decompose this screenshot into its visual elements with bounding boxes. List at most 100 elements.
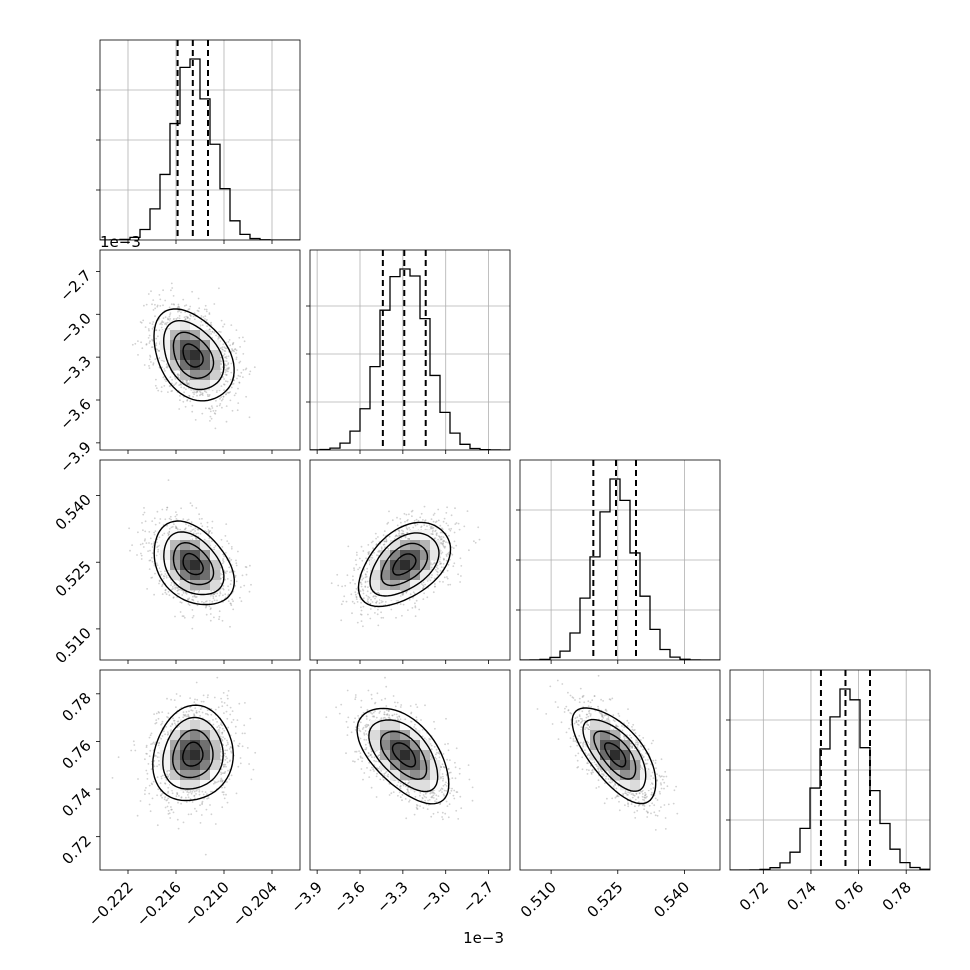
scatter-point — [159, 518, 162, 520]
scatter-point — [360, 606, 362, 609]
scatter-point — [396, 535, 399, 537]
density-cell — [200, 540, 211, 551]
scatter-point — [172, 303, 175, 305]
scatter-point — [229, 378, 232, 381]
scatter-point — [195, 793, 197, 795]
scatter-point — [164, 591, 167, 594]
density-cell — [370, 580, 381, 591]
scatter-point — [218, 336, 221, 339]
scatter-point — [166, 506, 169, 509]
scatter-point — [223, 378, 226, 380]
scatter-point — [436, 573, 439, 576]
scatter-point — [160, 390, 163, 393]
scatter-point — [194, 527, 197, 529]
scatter-point — [377, 591, 379, 594]
density-cell — [190, 580, 201, 591]
scatter-point — [230, 571, 233, 573]
scatter-point — [189, 697, 192, 699]
scatter-point — [167, 318, 170, 321]
scatter-point — [407, 609, 409, 611]
scatter-point — [369, 602, 372, 605]
scatter-point — [347, 545, 350, 548]
scatter-point — [191, 504, 194, 507]
scatter-point — [176, 589, 179, 592]
density-cell — [170, 360, 181, 371]
density-cell — [410, 570, 421, 581]
scatter-point — [213, 546, 216, 549]
scatter-point — [330, 582, 333, 585]
scatter-point — [230, 371, 233, 374]
scatter-point — [457, 573, 459, 576]
scatter-point — [207, 395, 209, 397]
scatter-point — [226, 570, 228, 573]
density-cell — [190, 560, 201, 571]
scatter-point — [360, 620, 363, 622]
scatter-point — [155, 554, 158, 557]
scatter-point — [153, 564, 156, 567]
scatter-point — [239, 757, 242, 759]
scatter-point — [401, 594, 404, 596]
scatter-point — [442, 542, 444, 544]
scatter-point — [432, 520, 435, 523]
scatter-point — [253, 366, 256, 369]
scatter-point — [171, 287, 174, 289]
scatter-point — [442, 558, 445, 561]
scatter-point — [178, 315, 181, 317]
density-cell — [170, 540, 181, 551]
scatter-point — [184, 591, 187, 594]
scatter-point — [237, 745, 240, 748]
density-cell — [170, 320, 181, 331]
scatter-point — [387, 521, 390, 524]
scatter-point — [214, 427, 217, 430]
scatter-point — [455, 544, 458, 547]
scatter-point — [211, 331, 214, 333]
scatter-point — [397, 529, 400, 532]
scatter-point — [223, 389, 226, 392]
scatter-point — [211, 330, 214, 333]
scatter-point — [131, 544, 134, 546]
scatter-point — [204, 304, 207, 307]
scatter-point — [230, 351, 233, 353]
scatter-point — [153, 533, 156, 536]
scatter-point — [220, 399, 223, 402]
scatter-point — [450, 514, 453, 517]
scatter-point — [169, 376, 172, 379]
scatter-point — [362, 550, 365, 552]
scatter-point — [219, 403, 222, 405]
scatter-point — [224, 356, 227, 359]
scatter-point — [204, 315, 207, 317]
scatter-point — [167, 318, 169, 321]
scatter-point — [245, 367, 248, 370]
scatter-point — [151, 303, 153, 306]
density-cell — [420, 550, 431, 561]
scatter-point — [230, 547, 233, 550]
scatter-point — [219, 591, 222, 593]
scatter-point — [179, 395, 181, 397]
scatter-point — [155, 562, 158, 565]
scatter-point — [248, 373, 251, 376]
scatter-point — [432, 514, 435, 516]
scatter-point — [440, 562, 442, 565]
scatter-point — [213, 599, 216, 602]
scatter-point — [219, 397, 221, 400]
scatter-point — [371, 601, 374, 603]
scatter-point — [373, 551, 375, 554]
scatter-point — [234, 585, 237, 587]
scatter-point — [145, 744, 148, 747]
scatter-point — [170, 390, 173, 393]
scatter-point — [440, 541, 442, 544]
density-cell — [210, 350, 221, 361]
scatter-point — [363, 569, 366, 571]
scatter-point — [229, 713, 232, 716]
scatter-point — [169, 515, 172, 518]
scatter-point — [422, 587, 424, 590]
scatter-point — [441, 551, 444, 554]
scatter-point — [436, 532, 438, 535]
scatter-point — [205, 605, 208, 608]
scatter-point — [186, 316, 189, 319]
density-cell — [180, 530, 191, 541]
scatter-point — [156, 510, 159, 513]
contour-line — [162, 320, 225, 391]
scatter-point — [231, 598, 234, 601]
